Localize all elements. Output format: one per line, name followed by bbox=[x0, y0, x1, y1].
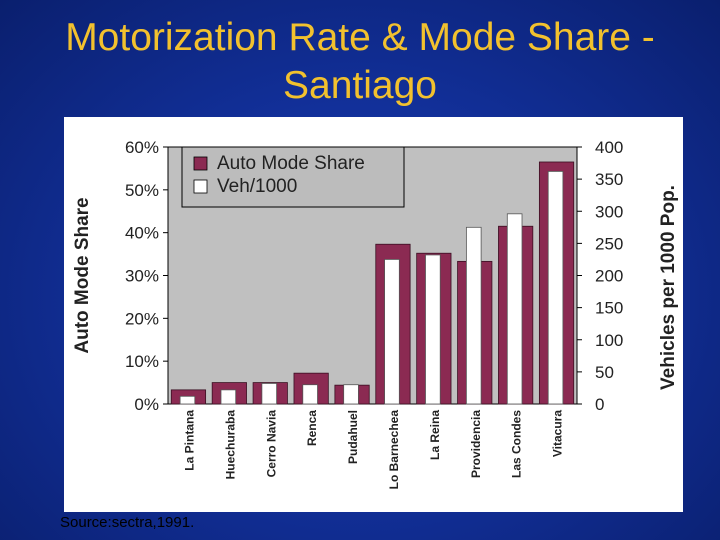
chart-panel: 0% 10% 20% 30% 40% 50% 60% 0 50 100 150 200 250 300 35… bbox=[64, 117, 683, 512]
y-tick-label: 50% bbox=[125, 181, 159, 200]
x-tick-label: Lo Barnechea bbox=[387, 410, 401, 490]
x-tick-label: Pudahuel bbox=[346, 410, 360, 464]
slide-title: Motorization Rate & Mode Share - Santiag… bbox=[0, 14, 720, 110]
slide-title-line-1: Motorization Rate & Mode Share - bbox=[65, 16, 655, 59]
x-tick-label: Providencia bbox=[469, 410, 483, 478]
bar-veh-per-1000 bbox=[343, 384, 359, 405]
y-axis-label: Auto Mode Share bbox=[72, 197, 93, 353]
x-tick-label: La Pintana bbox=[182, 410, 196, 471]
x-tick-label: Las Condes bbox=[510, 410, 524, 478]
y-tick-label: 30% bbox=[125, 267, 159, 286]
y2-tick-label: 300 bbox=[595, 202, 623, 221]
y-tick-label: 40% bbox=[125, 224, 159, 243]
y2-tick-label: 100 bbox=[595, 331, 623, 350]
bar-veh-per-1000 bbox=[384, 259, 400, 405]
legend-swatch-auto-mode-share bbox=[193, 156, 208, 171]
y-tick-label: 20% bbox=[125, 309, 159, 328]
source-note: Source:sectra,1991. bbox=[60, 514, 195, 531]
legend-box bbox=[181, 146, 405, 208]
y2-tick-label: 150 bbox=[595, 299, 623, 318]
bar-veh-per-1000 bbox=[302, 384, 318, 405]
bar-veh-per-1000 bbox=[506, 213, 523, 405]
x-tick-label: Vitacura bbox=[551, 410, 565, 457]
x-tick-label: Huechuraba bbox=[223, 410, 237, 480]
bar-chart: 0% 10% 20% 30% 40% 50% 60% 0 50 100 150 200 250 300 35… bbox=[72, 138, 679, 490]
x-tick-label: Renca bbox=[305, 410, 319, 446]
y-tick-label: 0% bbox=[134, 395, 159, 414]
y2-tick-label: 400 bbox=[595, 138, 623, 157]
legend-label-veh-per-1000: Veh/1000 bbox=[217, 176, 297, 197]
slide-title-line-2: Santiago bbox=[283, 64, 437, 107]
bar-veh-per-1000 bbox=[465, 226, 482, 405]
y-tick-label: 10% bbox=[125, 352, 159, 371]
y2-tick-label: 0 bbox=[595, 395, 604, 414]
y2-axis-label: Vehicles per 1000 Pop. bbox=[658, 185, 679, 390]
bar-veh-per-1000 bbox=[547, 171, 564, 405]
y2-tick-label: 350 bbox=[595, 170, 623, 189]
x-tick-label: La Reina bbox=[428, 410, 442, 460]
bar-veh-per-1000 bbox=[220, 389, 237, 405]
y2-tick-label: 50 bbox=[595, 363, 614, 382]
legend-label-auto-mode-share: Auto Mode Share bbox=[217, 153, 365, 174]
y-tick-label: 60% bbox=[125, 138, 159, 157]
legend-swatch-veh-per-1000 bbox=[193, 179, 208, 194]
x-tick-label: Cerro Navia bbox=[264, 410, 278, 478]
bar-veh-per-1000 bbox=[425, 254, 441, 405]
y2-tick-label: 250 bbox=[595, 234, 623, 253]
bar-veh-per-1000 bbox=[261, 383, 278, 405]
bar-veh-per-1000 bbox=[179, 395, 196, 405]
y2-tick-label: 200 bbox=[595, 267, 623, 286]
